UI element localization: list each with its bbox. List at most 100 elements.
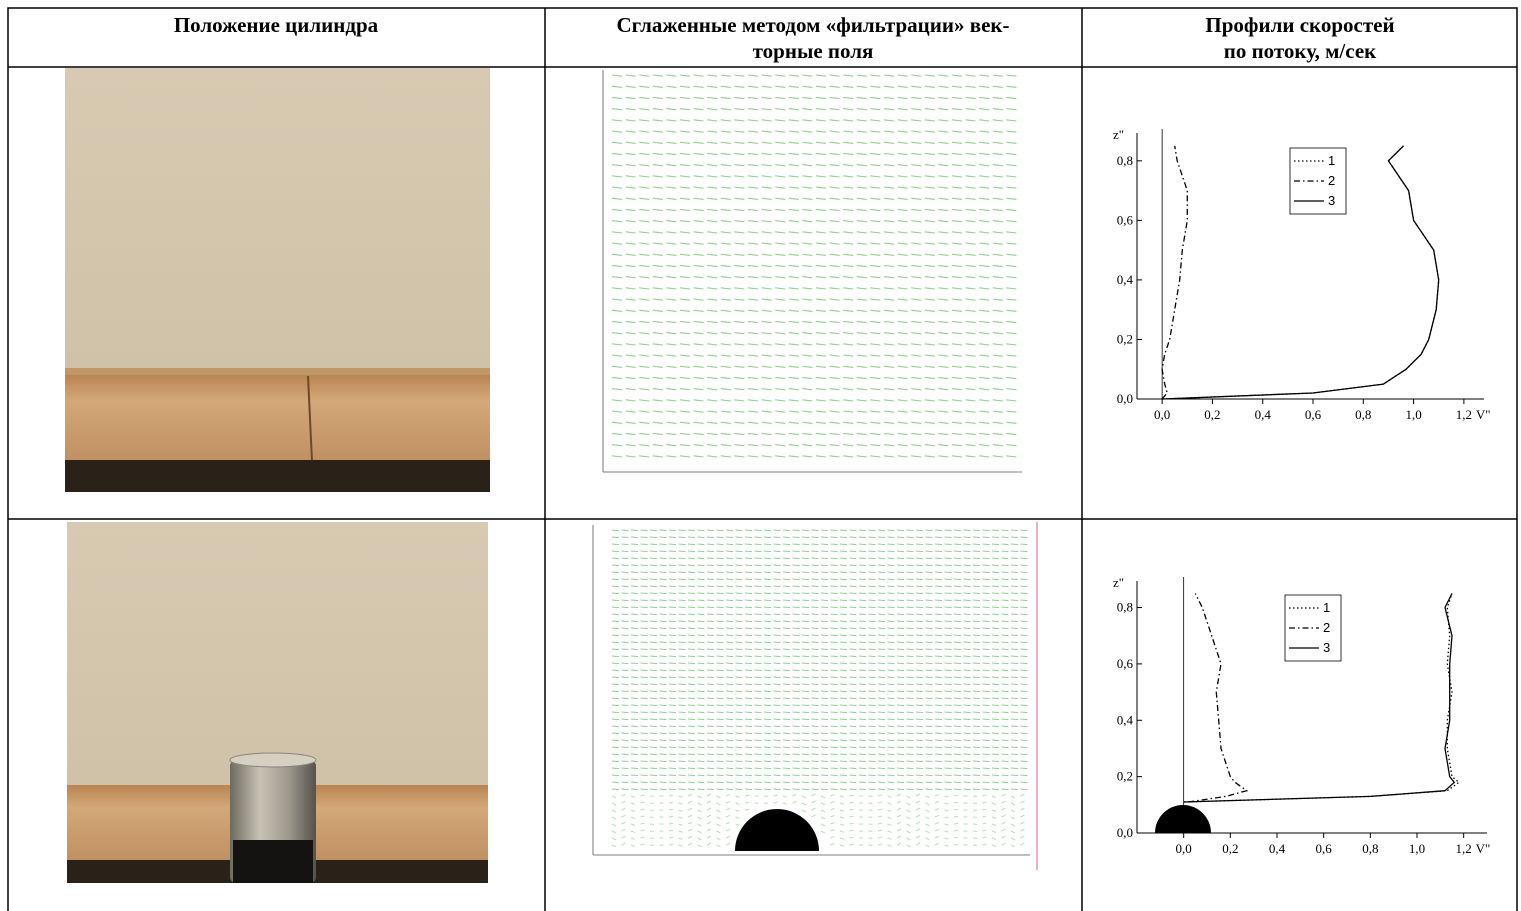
vector [979,75,989,76]
vector [639,321,649,322]
vector [641,614,648,615]
vector [954,530,961,531]
vector [831,782,838,783]
vector [641,663,648,664]
vector [840,810,844,811]
x-tick-label: 0,6 [1316,841,1333,856]
vector [1021,691,1028,692]
vector [707,794,711,796]
vector [925,456,935,457]
vector [762,254,772,255]
vector [1002,698,1009,699]
vector [1002,775,1009,776]
vector [964,726,971,727]
vector [783,558,790,559]
vector [688,628,695,629]
vector [789,165,799,166]
vector [884,456,894,457]
vector [897,544,904,545]
vector [812,600,819,601]
vector [698,782,705,783]
vector [653,153,663,154]
vector [973,663,980,664]
vector [748,321,758,322]
vector [884,120,894,121]
vector [857,97,867,98]
vector [726,663,733,664]
vector [907,824,911,826]
vector [870,389,880,390]
vector [789,366,799,367]
vector [857,221,867,222]
vector [666,377,676,378]
vector [898,277,908,278]
vector [764,712,771,713]
vector [639,433,649,434]
vector [745,586,752,587]
vector [878,698,885,699]
vector [966,109,976,110]
legend-label: 2 [1328,173,1335,188]
vector [694,75,704,76]
vector [907,775,914,776]
vector [736,789,743,790]
vector [762,265,772,266]
vector [698,537,705,538]
vector [641,823,645,824]
vector [926,712,933,713]
vector [660,593,667,594]
vector [762,355,772,356]
vector [973,551,980,552]
vector [612,698,619,699]
vector [935,719,942,720]
vector [897,794,901,796]
vector [992,810,996,812]
vector [707,456,717,457]
vector [641,754,648,755]
vector [983,642,990,643]
vector [916,815,920,817]
vector [831,656,838,657]
vector [979,277,989,278]
vector [840,600,847,601]
vector [964,565,971,566]
vector [622,829,626,831]
vector [802,803,806,805]
vector [679,600,686,601]
vector [840,663,847,664]
vector [762,377,772,378]
vector [783,782,790,783]
vector [979,288,989,289]
vector [762,400,772,401]
vector [897,691,904,692]
vector [884,277,894,278]
vector [775,310,785,311]
vector [622,565,629,566]
vector [935,558,942,559]
vector [612,411,622,412]
vector [721,209,731,210]
vector [897,801,901,803]
vector [660,712,667,713]
vector [622,794,626,796]
vector [680,198,690,199]
vector [850,670,857,671]
vector [952,109,962,110]
vector [612,572,619,573]
vector [952,142,962,143]
vector [992,558,999,559]
vector [653,232,663,233]
vector [707,614,714,615]
vector [926,586,933,587]
vector [884,198,894,199]
vector [721,97,731,98]
vector [755,684,762,685]
vector [707,321,717,322]
vector [816,221,826,222]
vector [983,537,990,538]
vector [734,243,744,244]
vector [935,836,939,838]
vector [812,698,819,699]
vector [612,642,619,643]
vector [831,761,838,762]
